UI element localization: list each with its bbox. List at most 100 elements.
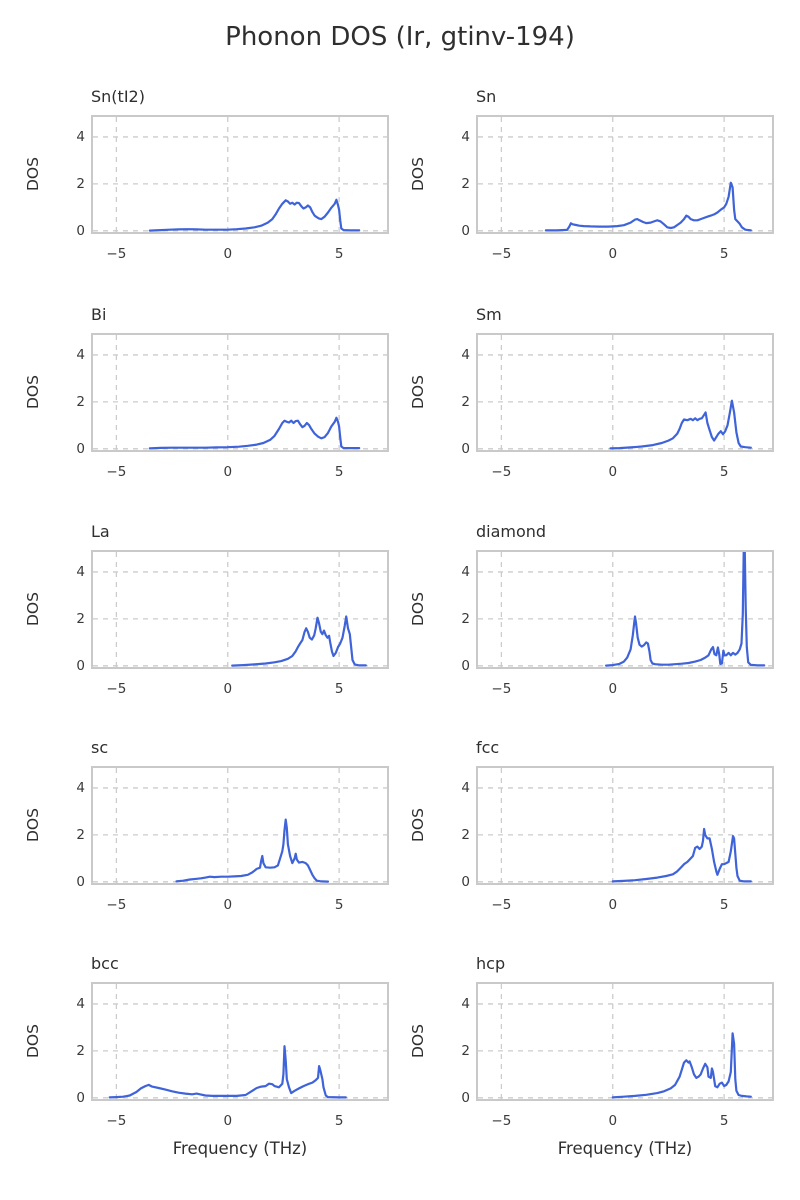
x-tick-label: −5 — [491, 464, 512, 480]
x-tick-label: 5 — [719, 464, 729, 480]
y-tick-label: 0 — [461, 440, 470, 457]
y-tick-label: 0 — [76, 873, 85, 890]
dos-curve — [544, 181, 752, 232]
subplot-sm: Sm 0 2 4 −5 0 5 DOS — [409, 305, 774, 480]
figure-title: Phonon DOS (Ir, gtinv-194) — [225, 22, 575, 52]
y-axis-label: DOS — [24, 157, 42, 192]
x-tick-label: 0 — [608, 681, 618, 697]
y-tick-label: 4 — [461, 563, 470, 580]
y-tick-label: 4 — [76, 779, 85, 796]
subplot-fcc: fcc 0 2 4 −5 0 5 DOS — [409, 738, 774, 913]
y-tick-label: 2 — [76, 826, 85, 843]
y-axis-label: DOS — [24, 592, 42, 627]
y-tick-label: 2 — [76, 393, 85, 410]
x-tick-label: 5 — [334, 897, 344, 913]
y-axis-label: DOS — [409, 157, 427, 192]
subplot-bcc: bcc 0 2 4 −5 0 5 DOS Frequency (THz) — [24, 954, 389, 1158]
dos-curve-svg — [478, 117, 772, 232]
y-tick-label: 0 — [461, 873, 470, 890]
subplot-title: diamond — [476, 522, 547, 541]
dos-curve — [231, 615, 367, 667]
dos-curve-svg — [478, 984, 772, 1099]
x-tick-label: 0 — [223, 897, 233, 913]
plot-area — [476, 766, 774, 885]
subplot-title: Sn(tI2) — [91, 87, 145, 106]
dos-curve-svg — [93, 335, 387, 450]
y-axis-label: DOS — [24, 1024, 42, 1059]
x-tick-label: −5 — [491, 897, 512, 913]
dos-curve — [175, 818, 330, 883]
x-axis-label: Frequency (THz) — [172, 1139, 308, 1158]
x-tick-label: 5 — [719, 246, 729, 262]
dos-curve-svg — [93, 117, 387, 232]
x-tick-label: 5 — [719, 897, 729, 913]
plot-area — [476, 333, 774, 452]
y-tick-label: 0 — [76, 657, 85, 674]
subplot-title: bcc — [91, 954, 119, 973]
x-tick-label: −5 — [106, 897, 127, 913]
x-tick-label: −5 — [491, 246, 512, 262]
subplot-title: Sm — [476, 305, 502, 324]
x-tick-label: 5 — [334, 464, 344, 480]
x-tick-label: −5 — [106, 1113, 127, 1129]
y-axis-label: DOS — [24, 375, 42, 410]
y-tick-label: 4 — [461, 779, 470, 796]
subplot-hcp: hcp 0 2 4 −5 0 5 DOS Frequency (THz) — [409, 954, 774, 1158]
y-tick-label: 0 — [461, 657, 470, 674]
y-tick-label: 0 — [76, 1089, 85, 1106]
y-tick-label: 0 — [76, 222, 85, 239]
dos-curve — [108, 1045, 347, 1099]
y-axis-label: DOS — [24, 808, 42, 843]
subplot-diamond: diamond 0 2 4 −5 0 5 DOS — [409, 522, 774, 697]
plot-area — [91, 333, 389, 452]
dos-curve — [148, 416, 361, 450]
y-tick-label: 4 — [76, 995, 85, 1012]
y-tick-label: 4 — [461, 128, 470, 145]
dos-curve — [148, 198, 361, 232]
x-tick-label: 0 — [608, 464, 618, 480]
x-tick-label: −5 — [106, 681, 127, 697]
x-tick-label: 5 — [334, 681, 344, 697]
dos-curve — [611, 1032, 752, 1099]
dos-curve-svg — [478, 335, 772, 450]
plot-area — [476, 982, 774, 1101]
y-axis-label: DOS — [409, 808, 427, 843]
x-tick-label: 0 — [223, 1113, 233, 1129]
y-tick-label: 2 — [76, 1042, 85, 1059]
dos-curve-svg — [93, 984, 387, 1099]
subplot-title: La — [91, 522, 110, 541]
subplot-bi: Bi 0 2 4 −5 0 5 DOS — [24, 305, 389, 480]
subplot-sn: Sn 0 2 4 −5 0 5 DOS — [409, 87, 774, 262]
y-tick-label: 4 — [76, 563, 85, 580]
plot-area — [476, 550, 774, 669]
dos-curve-svg — [478, 768, 772, 883]
y-tick-label: 2 — [461, 393, 470, 410]
dos-curve — [605, 552, 766, 667]
y-axis-label: DOS — [409, 592, 427, 627]
x-tick-label: 0 — [223, 681, 233, 697]
subplot-title: Sn — [476, 87, 497, 106]
y-axis-label: DOS — [409, 1024, 427, 1059]
x-tick-label: 0 — [223, 464, 233, 480]
plot-area — [91, 766, 389, 885]
plot-area — [91, 982, 389, 1101]
x-tick-label: 5 — [334, 246, 344, 262]
y-tick-label: 2 — [461, 826, 470, 843]
y-tick-label: 0 — [76, 440, 85, 457]
y-tick-label: 2 — [461, 175, 470, 192]
y-tick-label: 0 — [461, 222, 470, 239]
dos-curve-svg — [93, 552, 387, 667]
x-tick-label: −5 — [106, 464, 127, 480]
subplot-la: La 0 2 4 −5 0 5 DOS — [24, 522, 389, 697]
x-tick-label: 0 — [608, 897, 618, 913]
subplot-title: sc — [91, 738, 109, 757]
dos-curve — [611, 827, 752, 883]
y-tick-label: 2 — [461, 1042, 470, 1059]
dos-curve-svg — [478, 552, 772, 667]
x-tick-label: 5 — [719, 1113, 729, 1129]
y-axis-label: DOS — [409, 375, 427, 410]
subplot-title: hcp — [476, 954, 506, 973]
x-axis-label: Frequency (THz) — [557, 1139, 693, 1158]
y-tick-label: 4 — [76, 128, 85, 145]
